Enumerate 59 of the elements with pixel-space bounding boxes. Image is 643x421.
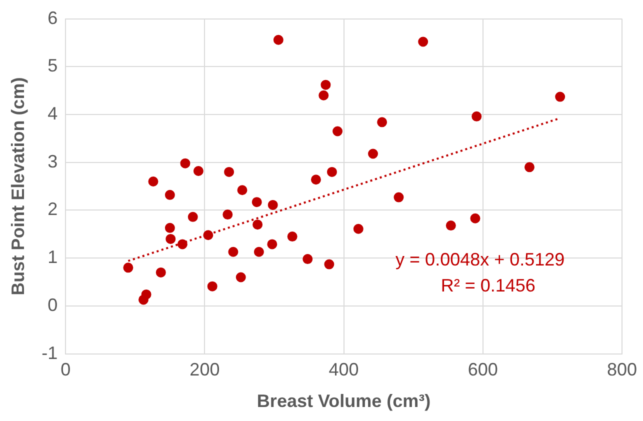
y-tick-label: 2 bbox=[48, 199, 58, 220]
point bbox=[156, 267, 166, 278]
point bbox=[166, 234, 176, 244]
point bbox=[446, 220, 456, 231]
point bbox=[164, 190, 175, 200]
point bbox=[207, 281, 218, 292]
y-tick-label: 5 bbox=[48, 56, 58, 76]
point bbox=[470, 213, 480, 224]
point bbox=[203, 230, 214, 240]
point bbox=[188, 212, 198, 222]
y-tick-label: 4 bbox=[48, 103, 58, 124]
y-tick-label: -1 bbox=[42, 342, 58, 363]
point bbox=[418, 36, 428, 47]
point bbox=[267, 239, 278, 250]
x-tick-label: 0 bbox=[60, 360, 71, 380]
x-tick-label: 600 bbox=[468, 360, 498, 380]
y-tick-label: 3 bbox=[48, 151, 58, 172]
point bbox=[555, 92, 566, 102]
x-tick-label: 200 bbox=[190, 360, 220, 380]
x-axis-title: Breast Volume (cm³) bbox=[256, 391, 431, 412]
point bbox=[377, 117, 388, 128]
point bbox=[228, 246, 238, 257]
point bbox=[164, 222, 175, 233]
point bbox=[123, 262, 134, 273]
point bbox=[332, 126, 343, 136]
point bbox=[237, 185, 248, 196]
point bbox=[287, 232, 298, 242]
point bbox=[368, 148, 378, 159]
point bbox=[180, 158, 190, 168]
annotation: R² = 0.1456 bbox=[440, 275, 536, 296]
point bbox=[320, 80, 331, 90]
point bbox=[273, 34, 284, 45]
x-tick-label: 800 bbox=[606, 360, 638, 380]
point bbox=[222, 210, 233, 220]
y-axis-title: Bust Point Elevation (cm) bbox=[8, 77, 28, 296]
point bbox=[148, 176, 158, 187]
point bbox=[310, 174, 321, 185]
point bbox=[326, 166, 337, 177]
point bbox=[224, 166, 234, 177]
point bbox=[318, 90, 329, 100]
x-tick-label: 400 bbox=[328, 360, 359, 380]
point bbox=[472, 111, 482, 122]
point bbox=[524, 162, 534, 172]
point bbox=[252, 220, 263, 230]
y-tick-label: 0 bbox=[48, 294, 58, 315]
point bbox=[302, 254, 313, 264]
annotation: y = 0.0048x + 0.5129 bbox=[396, 249, 565, 270]
point bbox=[177, 239, 188, 250]
point bbox=[353, 224, 364, 234]
point bbox=[252, 197, 262, 208]
y-tick-label: 6 bbox=[48, 8, 58, 28]
point bbox=[268, 200, 278, 210]
point bbox=[138, 294, 148, 305]
point bbox=[254, 246, 264, 257]
point bbox=[324, 259, 334, 270]
y-tick-label: 1 bbox=[48, 247, 58, 268]
point bbox=[394, 192, 404, 202]
point bbox=[193, 166, 204, 176]
point bbox=[236, 272, 246, 282]
